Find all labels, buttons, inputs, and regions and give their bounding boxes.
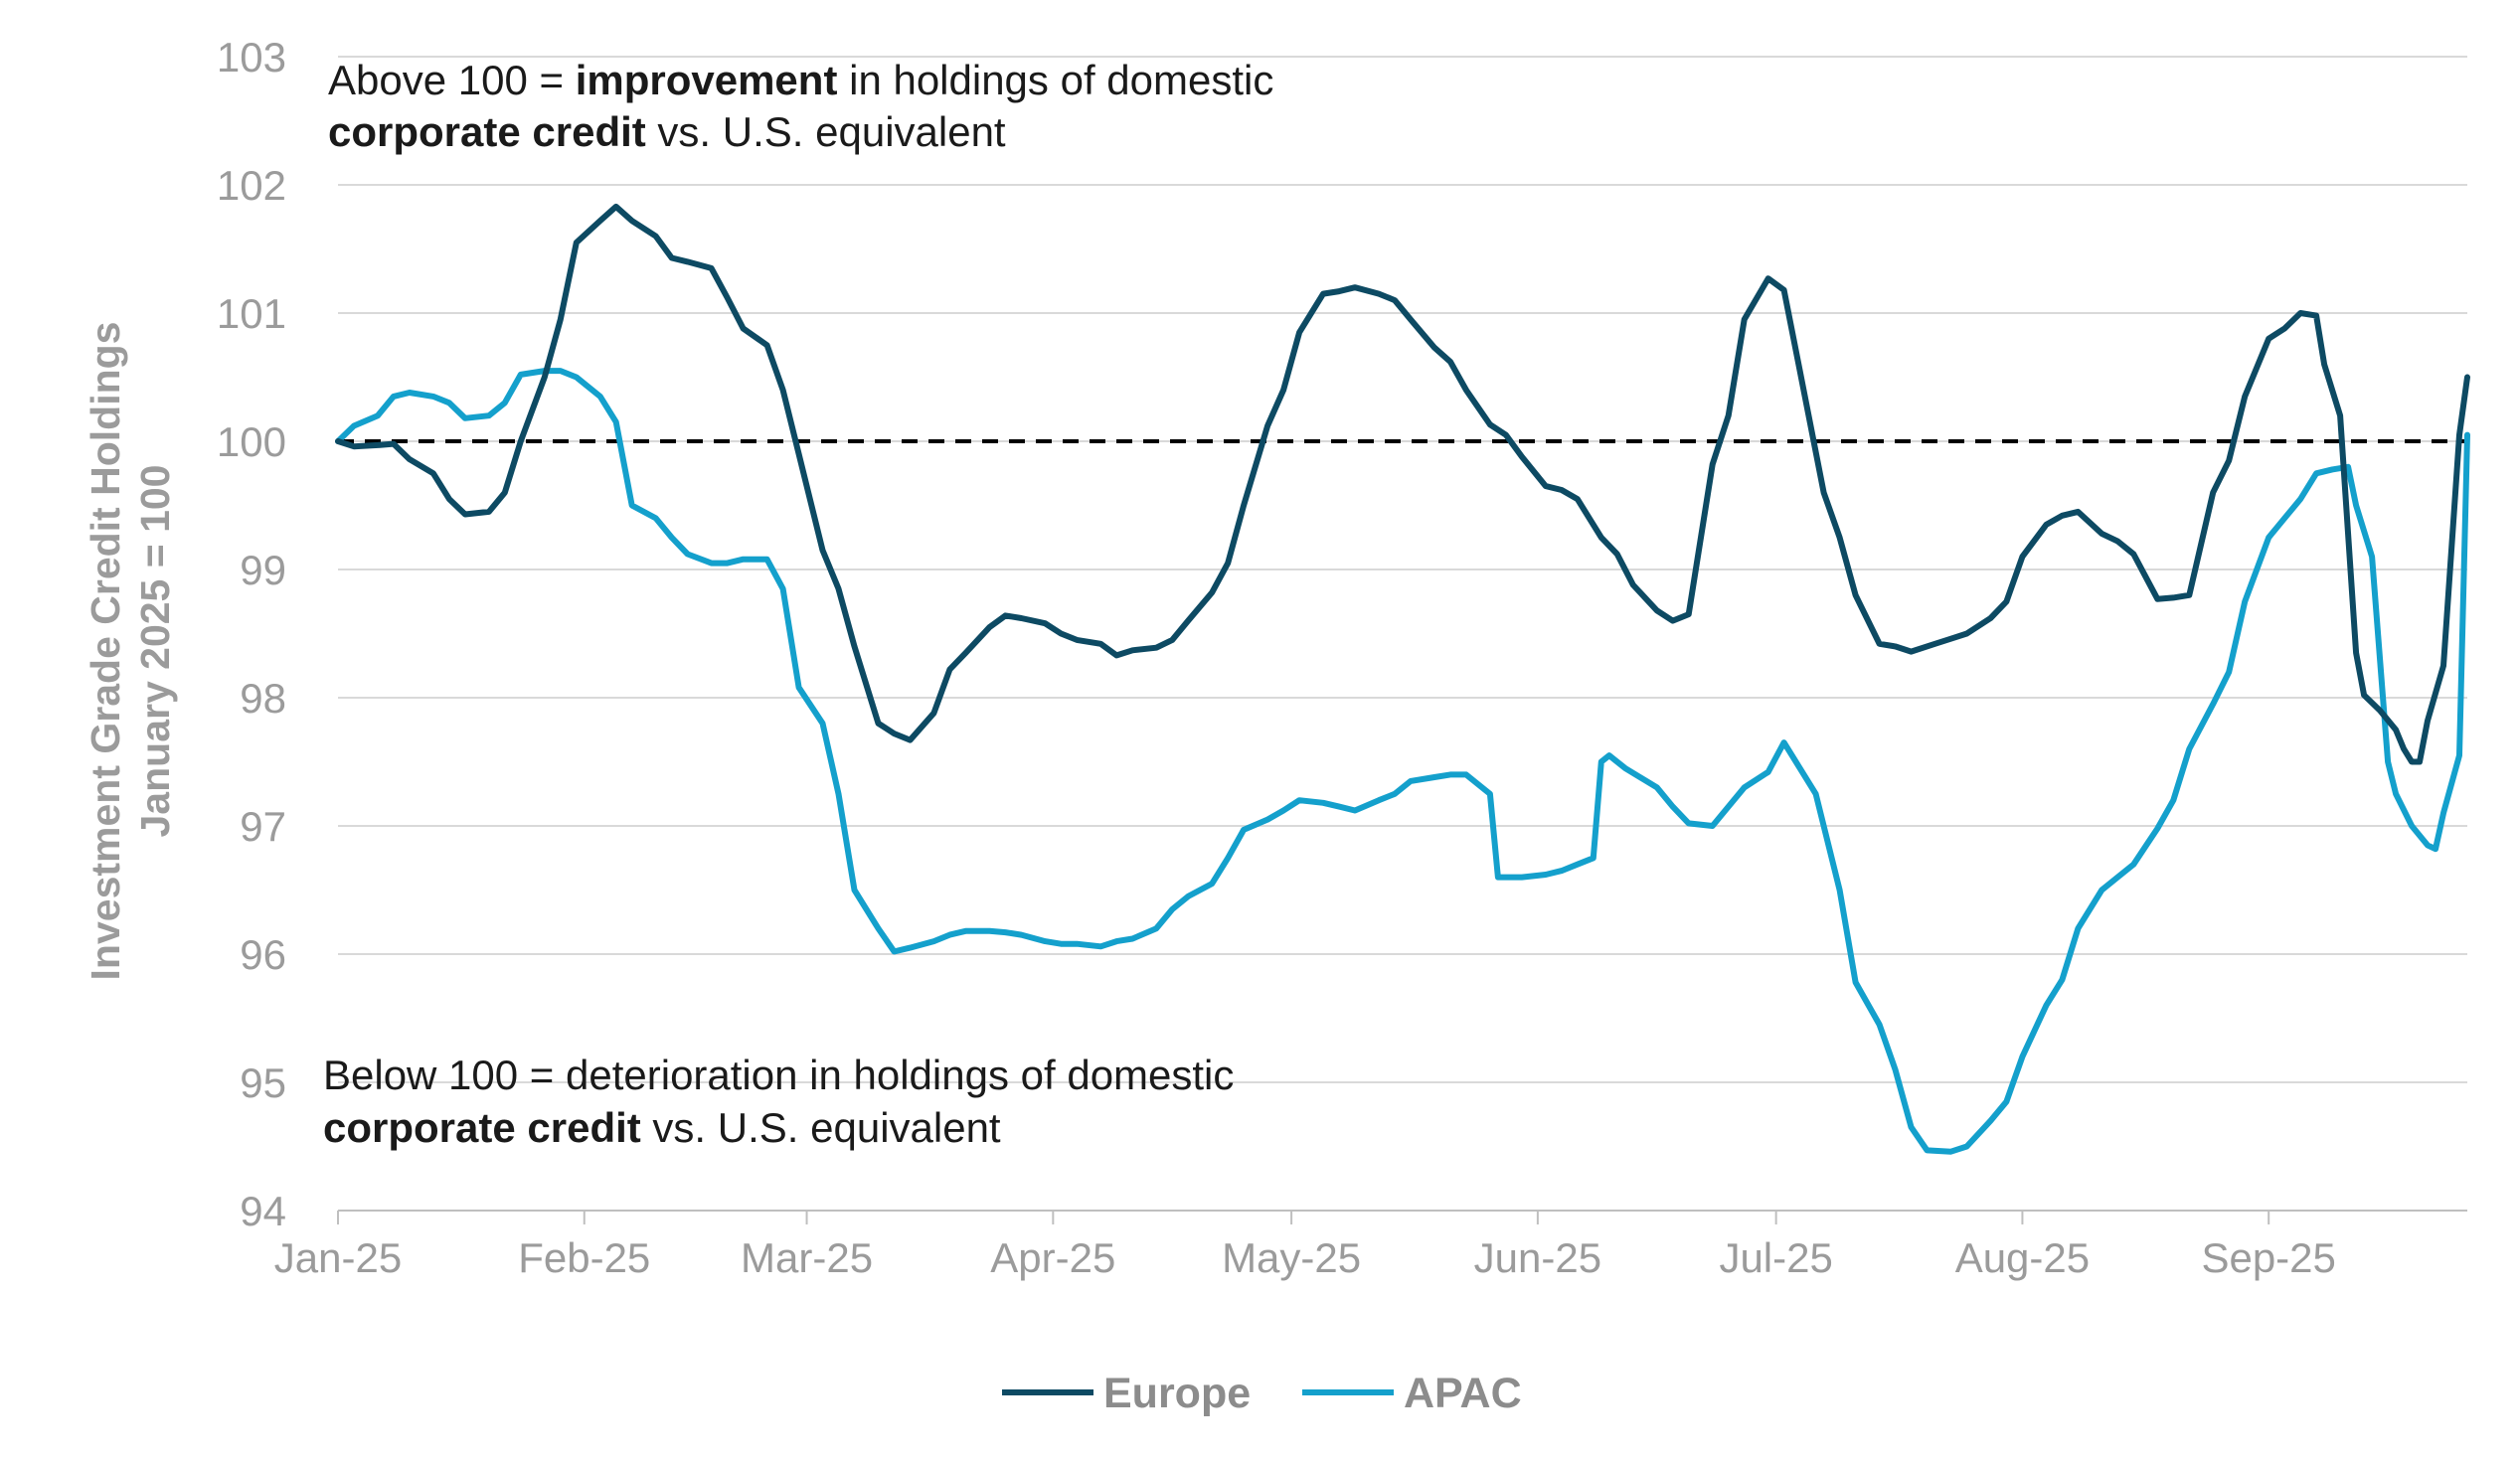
y-axis-label: Investment Grade Credit Holdings January… (83, 322, 178, 981)
y-axis-ticks: 94 95 96 97 98 99 100 101 102 103 (217, 34, 286, 1234)
annotation-above-text-d: vs. U.S. equivalent (646, 108, 1006, 155)
y-tick-label: 98 (240, 675, 286, 722)
annotation-below-bold: corporate credit (323, 1104, 641, 1151)
y-tick-label: 103 (217, 34, 286, 81)
y-axis-label-line1: Investment Grade Credit Holdings (83, 322, 128, 981)
series-line-europe (335, 203, 2470, 765)
y-tick-label: 94 (240, 1188, 286, 1234)
x-tick-label: Jul-25 (1719, 1234, 1832, 1281)
annotation-above-text-c: in holdings of domestic (837, 57, 1273, 103)
y-tick-label: 100 (217, 418, 286, 465)
x-tick-label: Feb-25 (518, 1234, 650, 1281)
y-tick-label: 96 (240, 931, 286, 978)
x-tick-label: Jan-25 (274, 1234, 402, 1281)
legend-label-apac: APAC (1404, 1370, 1522, 1417)
x-tick-label: Apr-25 (990, 1234, 1115, 1281)
series-lines (335, 203, 2470, 1155)
annotation-above-bold: improvement (576, 57, 838, 103)
y-tick-label: 99 (240, 547, 286, 593)
legend-label-europe: Europe (1103, 1370, 1251, 1417)
annotation-above-bold-2: corporate credit (328, 108, 646, 155)
series-line-apac (335, 368, 2470, 1155)
annotation-below-line2: corporate credit vs. U.S. equivalent (323, 1104, 1001, 1151)
x-axis-ticks: Jan-25 Feb-25 Mar-25 Apr-25 May-25 Jun-25 Jul-… (274, 1210, 2467, 1281)
gridlines (338, 56, 2467, 1212)
legend: Europe APAC (1002, 1370, 1522, 1417)
x-tick-label: Sep-25 (2201, 1234, 2335, 1281)
x-tick-label: Jun-25 (1474, 1234, 1601, 1281)
annotation-above-line1: Above 100 = improvement in holdings of d… (328, 57, 1273, 103)
y-tick-label: 101 (217, 290, 286, 337)
annotation-above-line2: corporate credit vs. U.S. equivalent (328, 108, 1006, 155)
annotation-below-line1: Below 100 = deterioration in holdings of… (323, 1052, 1234, 1098)
y-tick-label: 102 (217, 162, 286, 209)
annotation-below-text: vs. U.S. equivalent (641, 1104, 1001, 1151)
x-tick-label: May-25 (1222, 1234, 1361, 1281)
y-tick-label: 95 (240, 1059, 286, 1106)
y-tick-label: 97 (240, 803, 286, 850)
x-tick-label: Aug-25 (1955, 1234, 2090, 1281)
y-axis-label-line2: January 2025 = 100 (132, 465, 178, 838)
annotation-above-text-a: Above 100 = (328, 57, 576, 103)
x-tick-label: Mar-25 (741, 1234, 873, 1281)
